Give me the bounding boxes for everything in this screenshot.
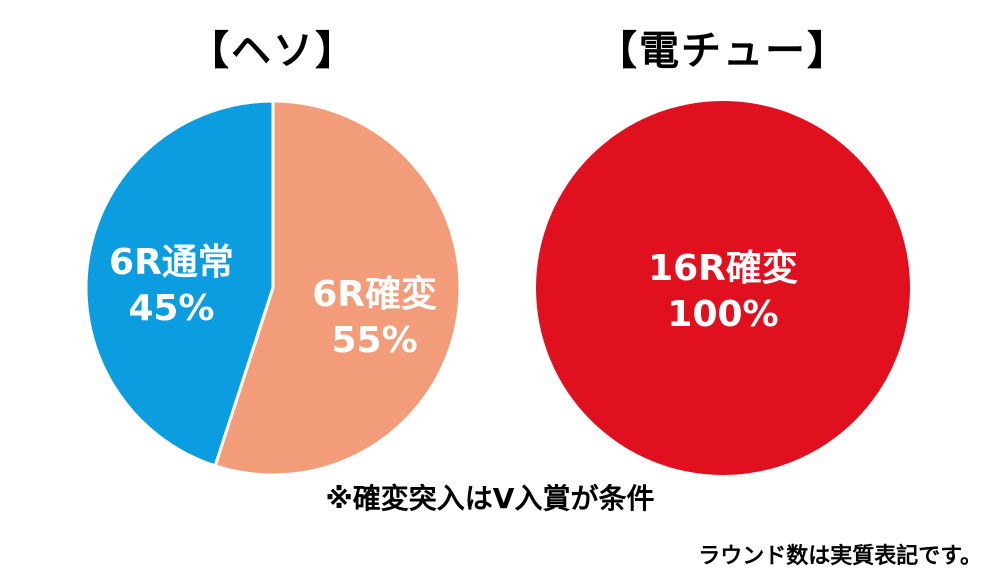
slice-label-0-1: 6R確変 [312,273,437,315]
chart-title-heso: 【ヘソ】 [189,28,357,74]
pie-slice-1-0 [536,101,910,475]
round-footnote: ラウンド数は実質表記です。 [698,544,982,569]
slice-value-label-0-0: 45% [128,288,214,329]
chart-title-denchu: 【電チュー】 [597,28,849,74]
pie-slice-0-1 [213,99,462,477]
slice-label-1-0: 16R確変 [648,247,798,289]
slice-value-label-0-1: 55% [331,320,417,361]
pie-slice-0-0 [84,99,275,468]
condition-note: ※確変突入はV入賞が条件 [325,482,655,515]
slice-label-0-0: 6R通常 [109,242,234,283]
slice-value-label-1-0: 100% [667,294,778,335]
